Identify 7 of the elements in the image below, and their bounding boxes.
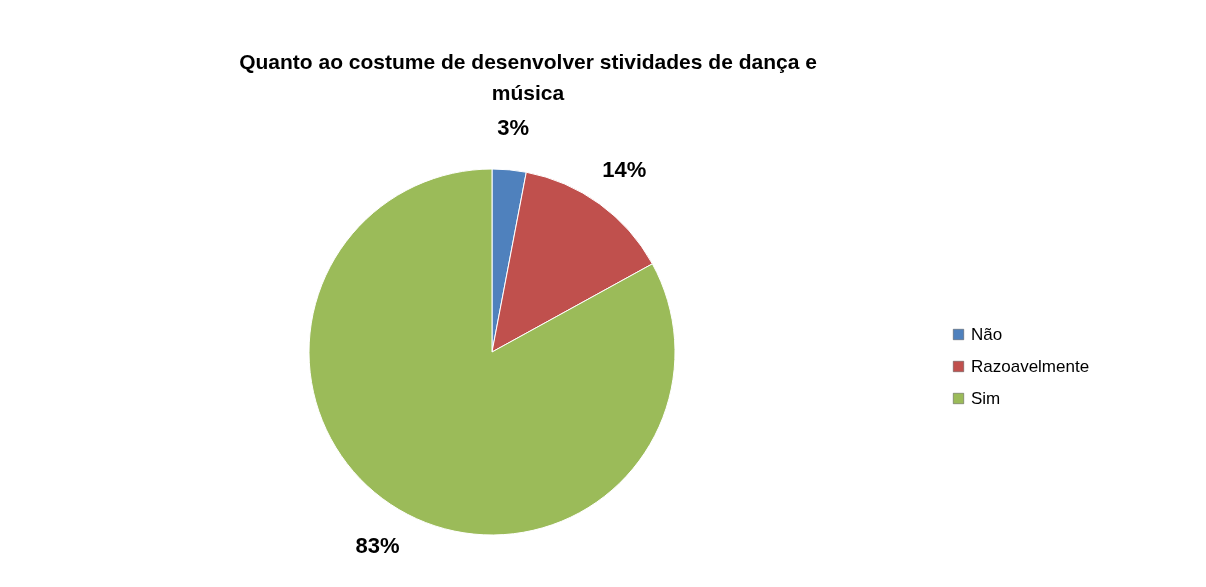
data-label: 14%: [602, 156, 647, 182]
legend-label: Sim: [971, 388, 1001, 408]
chart-title: Quanto ao costume de desenvolver stividades de dança e música: [239, 50, 817, 104]
data-label: 3%: [497, 115, 530, 140]
legend-label: Razoavelmente: [971, 356, 1090, 376]
legend-label: Não: [971, 324, 1003, 344]
data-label: 83%: [355, 532, 400, 558]
